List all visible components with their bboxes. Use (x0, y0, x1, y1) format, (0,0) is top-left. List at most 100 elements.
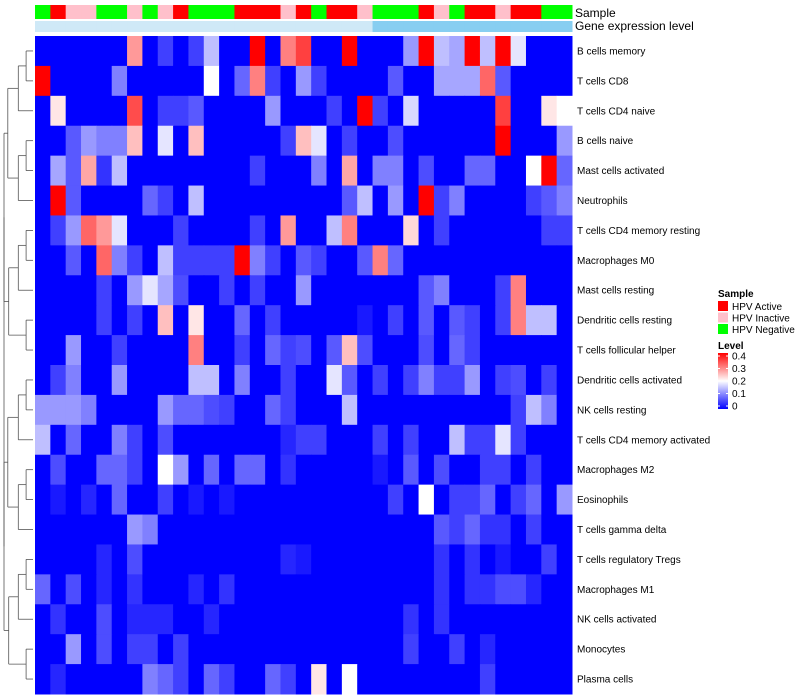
heatmap-cell (219, 604, 235, 635)
heatmap-cell (249, 215, 266, 246)
heatmap-cell (157, 155, 174, 187)
heatmap-cell (81, 514, 97, 545)
heatmap-cell (541, 305, 558, 336)
heatmap-cell (525, 514, 542, 545)
heatmap-cell (341, 335, 358, 366)
heatmap-cell (295, 634, 312, 665)
heatmap-cell (157, 335, 174, 366)
heatmap-cell (357, 305, 374, 336)
heatmap-cell (157, 484, 174, 516)
heatmap-cell (372, 574, 389, 605)
heatmap-cell (341, 484, 358, 516)
heatmap-cell (35, 424, 51, 456)
heatmap-cell (280, 155, 297, 187)
sample-track-cell (173, 5, 189, 19)
heatmap-cell (35, 634, 51, 665)
sample-legend-swatch (718, 301, 728, 311)
heatmap-cell (418, 574, 435, 605)
expression-track-cell (127, 21, 143, 32)
heatmap-cell (295, 394, 312, 426)
heatmap-cell (372, 245, 389, 276)
heatmap-cell (326, 95, 343, 127)
heatmap-cell (265, 514, 281, 545)
heatmap-cell (311, 514, 328, 545)
heatmap-cell (541, 95, 558, 127)
heatmap-cell (341, 634, 358, 665)
heatmap-cell (173, 95, 189, 127)
heatmap-cell (541, 155, 558, 187)
heatmap-cell (127, 544, 143, 575)
heatmap-cell (341, 36, 358, 67)
heatmap-cell (418, 215, 435, 246)
heatmap-cell (479, 484, 496, 516)
heatmap-cell (556, 424, 573, 456)
heatmap-cell (249, 514, 266, 545)
heatmap-cell (418, 125, 435, 157)
heatmap-cell (50, 514, 67, 545)
heatmap-cell (357, 365, 374, 396)
heatmap-cell (81, 574, 97, 605)
heatmap-cell (219, 36, 235, 67)
heatmap-cell (142, 95, 159, 127)
heatmap-cell (142, 365, 159, 396)
expression-track-cell (433, 21, 450, 32)
heatmap-cell (111, 245, 128, 276)
heatmap-cell (387, 634, 404, 665)
heatmap-cell (65, 155, 82, 187)
heatmap-cell (525, 574, 542, 605)
heatmap-cell (479, 305, 496, 336)
heatmap-cell (418, 634, 435, 665)
heatmap-cell (50, 185, 67, 216)
heatmap-cell (433, 335, 450, 366)
expression-track-cell (65, 21, 82, 32)
heatmap-cell (341, 574, 358, 605)
heatmap-cell (219, 95, 235, 127)
sample-track-cell (357, 5, 374, 19)
sample-track-cell (449, 5, 466, 19)
sample-track-cell (433, 5, 450, 19)
heatmap-cell (387, 335, 404, 366)
heatmap-cell (142, 185, 159, 216)
heatmap-cell (127, 65, 143, 97)
heatmap-cell (295, 305, 312, 336)
heatmap-cell (173, 36, 189, 67)
heatmap-cell (295, 185, 312, 216)
heatmap-cell (96, 155, 113, 187)
heatmap-cell (372, 365, 389, 396)
heatmap-cell (541, 125, 558, 157)
heatmap-cell (387, 604, 404, 635)
heatmap-cell (157, 424, 174, 456)
heatmap-cell (372, 275, 389, 306)
sample-legend-label: HPV Active (732, 302, 782, 313)
heatmap-cell (203, 454, 220, 486)
heatmap-cell (249, 185, 266, 216)
heatmap-cell (341, 514, 358, 545)
heatmap-cell (188, 454, 205, 486)
heatmap-cell (403, 125, 420, 157)
heatmap-cell (372, 454, 389, 486)
heatmap-cell (464, 245, 481, 276)
heatmap-cell (556, 634, 573, 665)
heatmap-cell (35, 245, 51, 276)
heatmap-cell (234, 155, 251, 187)
heatmap-cell (81, 95, 97, 127)
heatmap-cell (203, 125, 220, 157)
heatmap-cell (157, 394, 174, 426)
heatmap-cell (311, 335, 328, 366)
heatmap-cell (311, 484, 328, 516)
heatmap-cell (326, 215, 343, 246)
heatmap-cell (127, 424, 143, 456)
heatmap-cell (341, 215, 358, 246)
sample-track-cell (495, 5, 512, 19)
heatmap-cell (372, 305, 389, 336)
heatmap-cell (556, 394, 573, 426)
heatmap-cell (142, 424, 159, 456)
heatmap-cell (295, 245, 312, 276)
heatmap-cell (418, 245, 435, 276)
heatmap-cell (311, 574, 328, 605)
heatmap-cell (418, 155, 435, 187)
heatmap-cell (295, 335, 312, 366)
sample-track-cell (188, 5, 205, 19)
heatmap-cell (50, 125, 67, 157)
heatmap-cell (403, 155, 420, 187)
